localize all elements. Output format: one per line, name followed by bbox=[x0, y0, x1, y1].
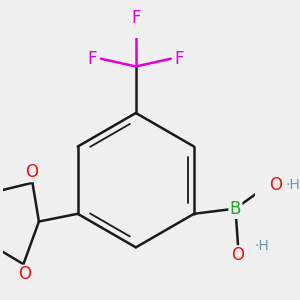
Text: B: B bbox=[230, 200, 241, 217]
Text: O: O bbox=[232, 246, 244, 264]
Text: F: F bbox=[88, 50, 97, 68]
Text: ·H: ·H bbox=[286, 178, 300, 192]
Text: F: F bbox=[131, 9, 141, 27]
Text: ·H: ·H bbox=[255, 239, 269, 253]
Text: O: O bbox=[18, 266, 31, 284]
Text: O: O bbox=[25, 164, 38, 181]
Text: O: O bbox=[269, 176, 282, 194]
Text: F: F bbox=[175, 50, 184, 68]
